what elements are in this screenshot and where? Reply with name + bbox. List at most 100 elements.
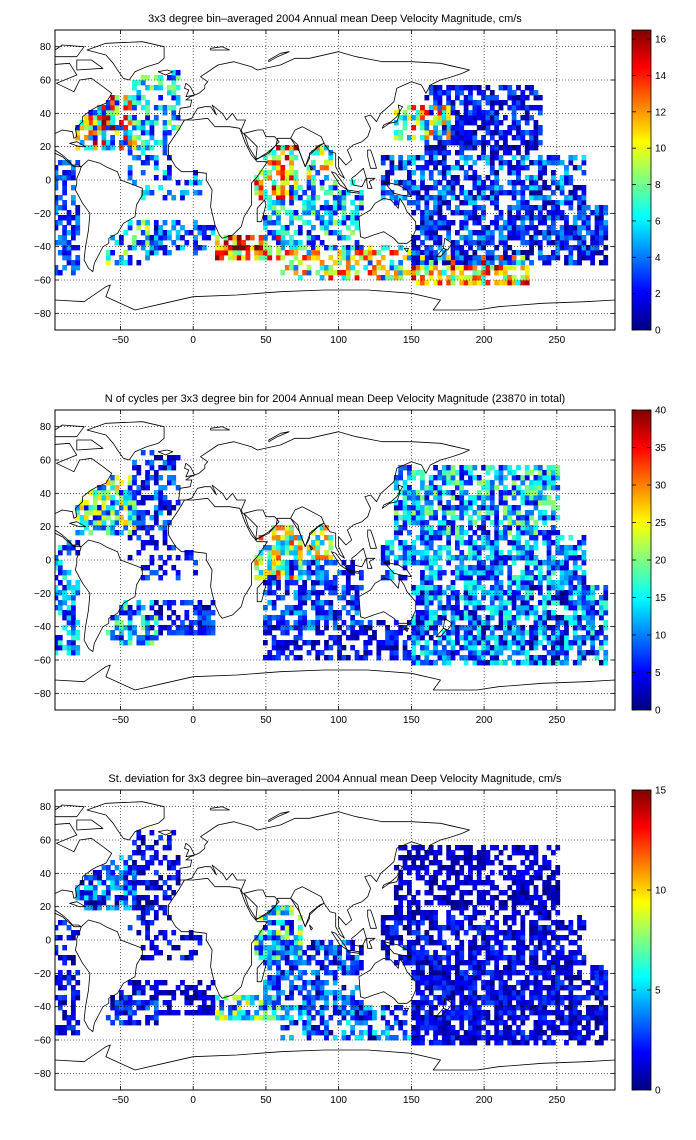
heatmap-cell bbox=[380, 180, 386, 186]
heatmap-cell bbox=[564, 240, 569, 246]
heatmap-cell bbox=[263, 220, 268, 226]
heatmap-cell bbox=[232, 240, 238, 246]
heatmap-cell bbox=[481, 500, 486, 506]
heatmap-cell bbox=[546, 260, 552, 266]
heatmap-cell bbox=[446, 190, 452, 196]
heatmap-cell bbox=[167, 835, 172, 841]
heatmap-cell bbox=[297, 195, 303, 201]
heatmap-cell bbox=[446, 500, 452, 506]
heatmap-cell bbox=[420, 875, 425, 881]
heatmap-cell bbox=[524, 515, 530, 521]
heatmap-cell bbox=[271, 190, 277, 196]
heatmap-cell bbox=[485, 260, 491, 266]
heatmap-cell bbox=[468, 655, 473, 661]
heatmap-cell bbox=[140, 625, 146, 631]
heatmap-cell bbox=[520, 530, 526, 536]
heatmap-cell bbox=[140, 615, 146, 621]
heatmap-cell bbox=[127, 165, 133, 171]
heatmap-cell bbox=[197, 935, 203, 941]
heatmap-cell bbox=[472, 660, 478, 666]
heatmap-cell bbox=[149, 1015, 155, 1021]
heatmap-cell bbox=[232, 1010, 238, 1016]
heatmap-cell bbox=[599, 205, 604, 211]
heatmap-cell bbox=[389, 575, 395, 581]
heatmap-cell bbox=[193, 235, 198, 241]
coastline bbox=[86, 421, 165, 461]
heatmap-cell bbox=[319, 945, 325, 951]
heatmap-cell bbox=[354, 985, 360, 991]
heatmap-cell bbox=[450, 470, 456, 476]
heatmap-cell bbox=[507, 655, 513, 661]
heatmap-cell bbox=[551, 170, 556, 176]
heatmap-cell bbox=[271, 165, 277, 171]
heatmap-cell bbox=[162, 990, 168, 996]
y-tick-label: 0 bbox=[45, 176, 51, 187]
heatmap-cell bbox=[516, 630, 521, 636]
heatmap-cell bbox=[537, 510, 543, 516]
heatmap-cell bbox=[542, 510, 548, 516]
heatmap-cell bbox=[564, 595, 569, 601]
heatmap-cell bbox=[350, 645, 356, 651]
heatmap-cell bbox=[114, 520, 120, 526]
heatmap-cell bbox=[55, 265, 59, 271]
heatmap-cell bbox=[411, 630, 417, 636]
heatmap-cell bbox=[468, 195, 473, 201]
heatmap-cell bbox=[415, 250, 421, 256]
heatmap-cell bbox=[559, 190, 565, 196]
heatmap-cell bbox=[140, 75, 146, 81]
heatmap-cell bbox=[184, 615, 190, 621]
heatmap-cell bbox=[537, 655, 543, 661]
heatmap-cell bbox=[415, 490, 421, 496]
heatmap-cell bbox=[71, 215, 76, 221]
heatmap-cell bbox=[324, 1025, 329, 1031]
heatmap-cell bbox=[476, 190, 482, 196]
heatmap-cell bbox=[140, 880, 146, 886]
heatmap-cell bbox=[132, 1020, 137, 1026]
heatmap-cell bbox=[585, 255, 591, 261]
heatmap-cell bbox=[337, 610, 342, 616]
heatmap-cell bbox=[585, 215, 591, 221]
heatmap-cell bbox=[463, 530, 469, 536]
heatmap-cell bbox=[564, 215, 569, 221]
heatmap-cell bbox=[498, 615, 504, 621]
heatmap-cell bbox=[188, 995, 194, 1001]
heatmap-cell bbox=[350, 595, 356, 601]
heatmap-cell bbox=[328, 205, 334, 211]
heatmap-cell bbox=[311, 245, 316, 251]
heatmap-cell bbox=[293, 610, 299, 616]
heatmap-cell bbox=[485, 225, 491, 231]
heatmap-cell bbox=[289, 1005, 294, 1011]
heatmap-cell bbox=[302, 995, 308, 1001]
heatmap-cell bbox=[92, 515, 98, 521]
heatmap-cell bbox=[341, 1030, 347, 1036]
heatmap-cell bbox=[145, 565, 150, 571]
heatmap-cell bbox=[577, 615, 582, 621]
heatmap-cell bbox=[564, 575, 569, 581]
heatmap-cell bbox=[424, 660, 430, 666]
heatmap-cell bbox=[450, 130, 456, 136]
heatmap-cell bbox=[511, 280, 517, 286]
heatmap-cell bbox=[533, 660, 539, 666]
heatmap-cell bbox=[433, 85, 438, 91]
heatmap-cell bbox=[332, 945, 338, 951]
heatmap-cell bbox=[481, 645, 486, 651]
heatmap-cell bbox=[524, 265, 530, 271]
heatmap-cell bbox=[441, 175, 447, 181]
heatmap-cell bbox=[289, 930, 294, 936]
heatmap-cell bbox=[524, 585, 530, 591]
heatmap-cell bbox=[311, 620, 316, 626]
heatmap-cell bbox=[140, 190, 146, 196]
heatmap-cell bbox=[537, 155, 543, 161]
heatmap-cell bbox=[503, 500, 508, 506]
heatmap-cell bbox=[572, 185, 578, 191]
heatmap-cell bbox=[411, 155, 417, 161]
heatmap-cell bbox=[441, 170, 447, 176]
heatmap-cell bbox=[101, 485, 107, 491]
heatmap-cell bbox=[437, 220, 443, 226]
heatmap-cell bbox=[485, 575, 491, 581]
heatmap-cell bbox=[271, 150, 277, 156]
heatmap-cell bbox=[446, 260, 452, 266]
heatmap-cell bbox=[546, 535, 552, 541]
heatmap-cell bbox=[446, 475, 452, 481]
heatmap-cell bbox=[489, 630, 495, 636]
